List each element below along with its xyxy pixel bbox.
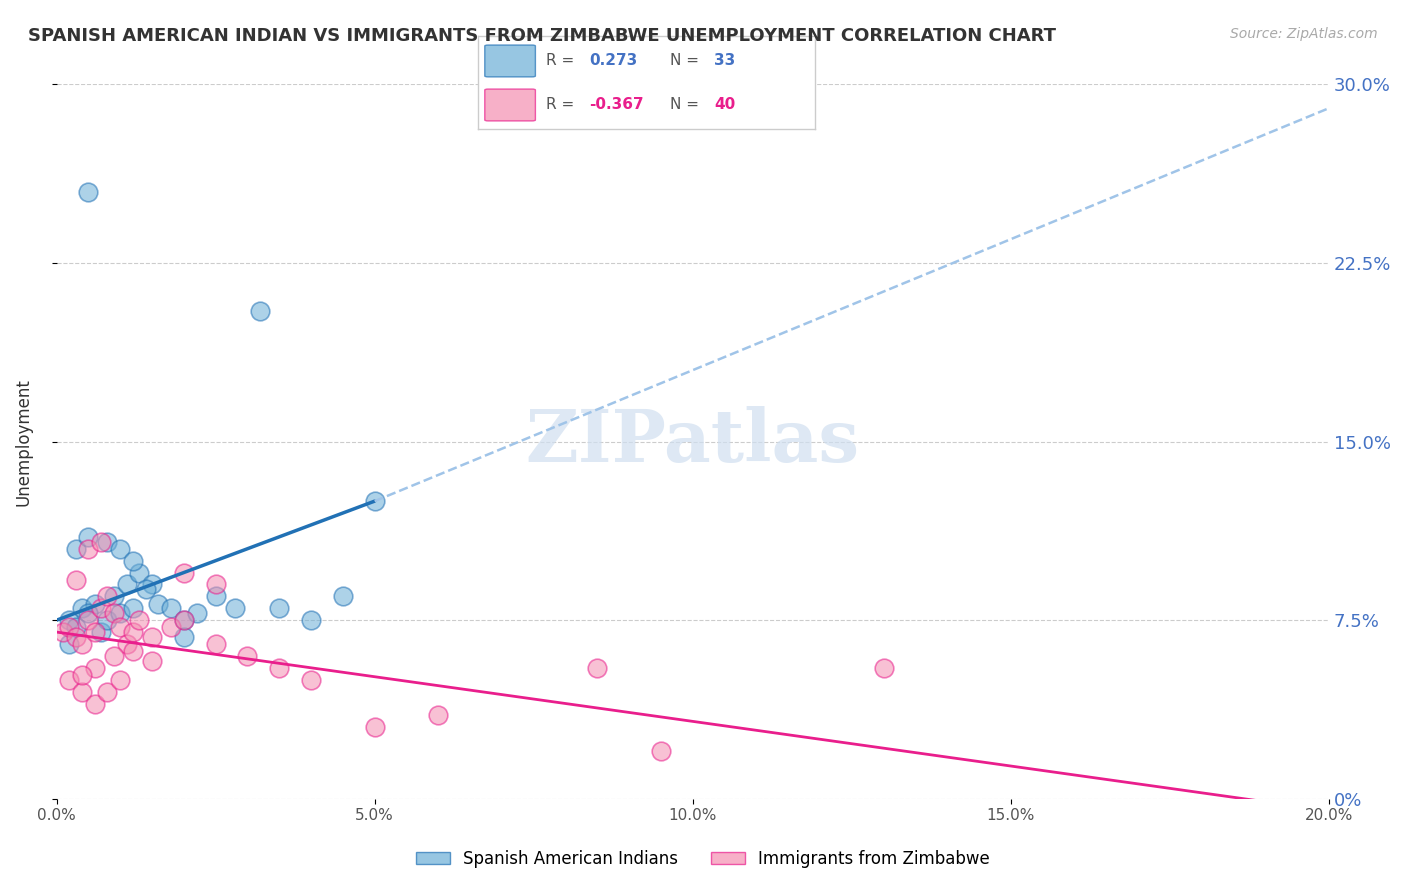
Text: N =: N = [671, 97, 704, 112]
Point [269, 601, 291, 615]
Text: R =: R = [546, 54, 579, 69]
Point [110, 673, 132, 687]
Point [70, 668, 93, 682]
Point [110, 606, 132, 620]
Text: 33: 33 [714, 54, 735, 69]
Point [236, 648, 259, 663]
Point [269, 661, 291, 675]
Y-axis label: Unemployment: Unemployment [15, 377, 32, 506]
Point [141, 577, 163, 591]
Text: -0.367: -0.367 [589, 97, 644, 112]
Point [872, 661, 894, 675]
Point [83, 597, 105, 611]
Point [128, 613, 150, 627]
Point [77, 606, 100, 620]
Point [103, 648, 125, 663]
Point [299, 673, 322, 687]
FancyBboxPatch shape [485, 45, 536, 77]
Point [160, 620, 183, 634]
Point [70, 637, 93, 651]
Point [650, 744, 672, 758]
Point [122, 554, 145, 568]
Point [70, 684, 93, 698]
Point [90, 625, 112, 640]
Point [103, 606, 125, 620]
Point [148, 597, 170, 611]
Text: N =: N = [671, 54, 704, 69]
Point [65, 573, 87, 587]
Point [83, 661, 105, 675]
Point [96, 590, 118, 604]
Point [65, 541, 87, 556]
Point [186, 606, 208, 620]
Point [141, 630, 163, 644]
Point [96, 684, 118, 698]
Point [173, 613, 195, 627]
Text: R =: R = [546, 97, 579, 112]
Point [332, 590, 354, 604]
Point [65, 630, 87, 644]
Point [204, 590, 226, 604]
Point [77, 185, 100, 199]
Point [224, 601, 246, 615]
Point [128, 566, 150, 580]
Point [299, 613, 322, 627]
Point [77, 541, 100, 556]
Point [173, 566, 195, 580]
Point [427, 708, 450, 723]
Text: SPANISH AMERICAN INDIAN VS IMMIGRANTS FROM ZIMBABWE UNEMPLOYMENT CORRELATION CHA: SPANISH AMERICAN INDIAN VS IMMIGRANTS FR… [28, 27, 1056, 45]
Point [58, 673, 80, 687]
Text: Source: ZipAtlas.com: Source: ZipAtlas.com [1230, 27, 1378, 41]
Point [204, 637, 226, 651]
Point [173, 613, 195, 627]
Point [160, 601, 183, 615]
Point [90, 534, 112, 549]
FancyBboxPatch shape [485, 89, 536, 121]
Point [135, 582, 157, 597]
Point [122, 625, 145, 640]
Point [96, 534, 118, 549]
Point [58, 613, 80, 627]
Point [83, 625, 105, 640]
Point [110, 541, 132, 556]
Point [110, 620, 132, 634]
Point [70, 601, 93, 615]
Point [96, 613, 118, 627]
Point [65, 620, 87, 634]
Point [83, 697, 105, 711]
Point [173, 630, 195, 644]
Point [77, 613, 100, 627]
Legend: Spanish American Indians, Immigrants from Zimbabwe: Spanish American Indians, Immigrants fro… [409, 844, 997, 875]
Point [77, 530, 100, 544]
Point [58, 620, 80, 634]
Point [115, 637, 138, 651]
Point [122, 644, 145, 658]
Point [103, 590, 125, 604]
Text: ZIPatlas: ZIPatlas [526, 406, 859, 477]
Point [52, 625, 75, 640]
Point [363, 720, 385, 734]
Point [586, 661, 609, 675]
Point [363, 494, 385, 508]
Point [115, 577, 138, 591]
Point [58, 637, 80, 651]
Point [90, 601, 112, 615]
Point [141, 654, 163, 668]
Point [249, 303, 271, 318]
Text: 40: 40 [714, 97, 735, 112]
Point [122, 601, 145, 615]
Text: 0.273: 0.273 [589, 54, 638, 69]
Point [204, 577, 226, 591]
